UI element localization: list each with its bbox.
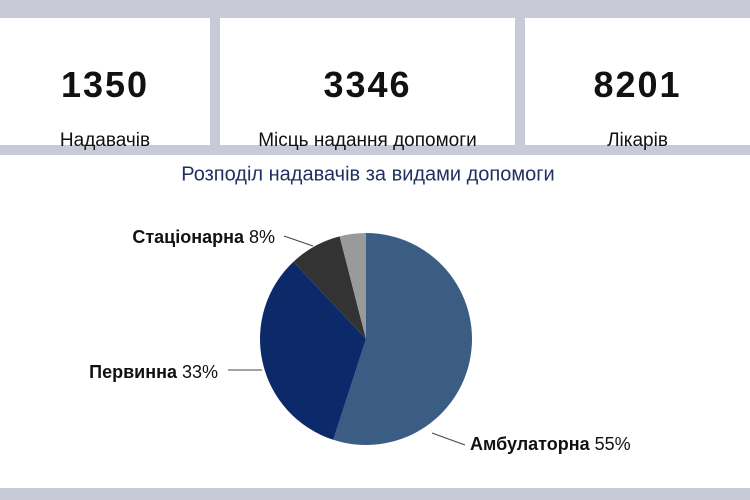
pie-slice: [333, 233, 472, 445]
slice-label: Первинна 33%: [89, 362, 218, 382]
kpi-card: 1350 Надавачів: [0, 18, 210, 151]
pie-slice: [260, 261, 366, 440]
kpi-label: Надавачів: [59, 130, 151, 151]
slice-label: Амбулаторна 55%: [470, 434, 631, 454]
slice-value: 55%: [595, 434, 631, 454]
kpi-value: 1350: [60, 64, 150, 105]
leader-line: [283, 235, 314, 247]
kpi-card: 8201 Лікарів: [525, 18, 750, 151]
pie-slice: [293, 236, 366, 339]
kpi-value: 3346: [323, 64, 412, 105]
slice-value: 8%: [249, 227, 275, 247]
slice-value: 33%: [182, 362, 218, 382]
kpi-card: 3346 Місць надання допомоги: [220, 18, 515, 151]
pie-slice: [339, 233, 366, 339]
kpi-value: 8201: [593, 64, 682, 105]
chart-title: Розподіл надавачів за видами допомоги: [181, 163, 554, 185]
slice-name: Амбулаторна: [470, 434, 591, 454]
kpi-label: Лікарів: [607, 130, 668, 151]
slice-name: Первинна: [89, 362, 178, 382]
leader-line: [431, 432, 466, 446]
slice-name: Стаціонарна: [132, 227, 245, 247]
kpi-label: Місць надання допомоги: [258, 130, 477, 151]
slice-label: Стаціонарна 8%: [132, 227, 275, 247]
